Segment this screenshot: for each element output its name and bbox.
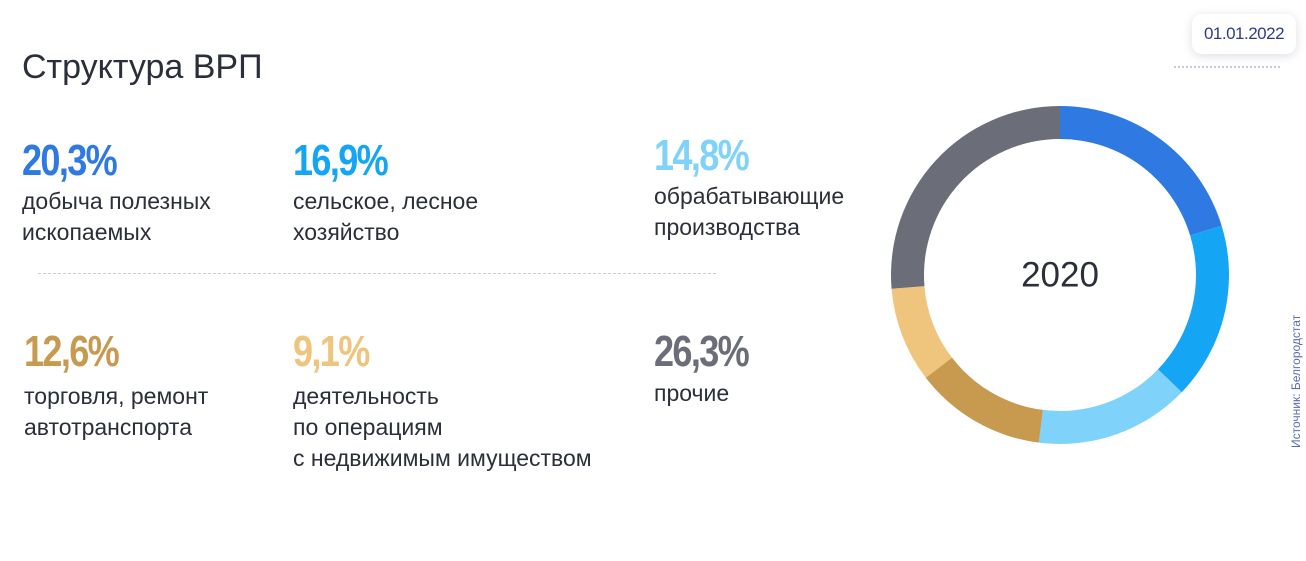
stat-label-line: по операциям (293, 414, 443, 440)
stat-label-line: добыча полезных (22, 188, 211, 214)
stat-label: сельское, лесное хозяйство (293, 186, 478, 248)
donut-slice-1 (1060, 106, 1222, 236)
donut-slice-4 (925, 357, 1043, 443)
stat-label-line: с недвижимым имуществом (293, 445, 592, 471)
donut-slices (891, 106, 1229, 444)
stat-label: прочие (654, 378, 769, 409)
stat-label: торговля, ремонт автотранспорта (24, 381, 208, 443)
stat-value: 16,9% (293, 136, 389, 185)
donut-chart: 2020 (880, 95, 1240, 455)
stat-trade: 12,6% торговля, ремонт автотранспорта (24, 327, 208, 443)
stat-label-line: ископаемых (22, 219, 152, 245)
stat-label-line: хозяйство (293, 219, 400, 245)
stat-label: деятельность по операциям с недвижимым и… (293, 381, 592, 474)
donut-slice-6 (891, 106, 1060, 289)
stat-label-line: обрабатывающие (654, 183, 845, 209)
stat-label-line: автотранспорта (24, 414, 192, 440)
stat-value: 20,3% (22, 136, 118, 185)
stat-label-line: прочие (654, 380, 730, 406)
stat-label-line: деятельность (293, 383, 439, 409)
date-divider (1174, 66, 1280, 68)
page-title: Структура ВРП (22, 48, 263, 86)
date-text: 01.01.2022 (1203, 24, 1285, 43)
stat-label-line: производства (654, 214, 800, 240)
stat-real-estate: 9,1% деятельность по операциям с недвижи… (293, 327, 592, 474)
stat-value: 12,6% (24, 327, 120, 376)
donut-slice-3 (1038, 369, 1182, 444)
donut-slice-5 (891, 286, 953, 378)
donut-center-label: 2020 (1021, 256, 1099, 295)
source-note: Источник: Белгородстат (1289, 314, 1303, 448)
donut-slice-2 (1157, 225, 1229, 393)
stat-label-line: торговля, ремонт (24, 383, 209, 409)
stat-value: 9,1% (293, 327, 370, 376)
stat-label: добыча полезных ископаемых (22, 186, 211, 248)
stat-mining: 20,3% добыча полезных ископаемых (22, 136, 211, 248)
stat-other: 26,3% прочие (654, 327, 769, 409)
stat-label: обрабатывающие производства (654, 181, 844, 243)
stat-value: 26,3% (654, 327, 750, 376)
stat-manufacturing: 14,8% обрабатывающие производства (654, 131, 844, 243)
section-divider (38, 273, 716, 274)
date-badge: 01.01.2022 (1192, 14, 1296, 54)
stat-value: 14,8% (654, 131, 750, 180)
stat-label-line: сельское, лесное (293, 188, 479, 214)
donut-chart-svg: 2020 (891, 106, 1229, 444)
stat-agriculture: 16,9% сельское, лесное хозяйство (293, 136, 478, 248)
